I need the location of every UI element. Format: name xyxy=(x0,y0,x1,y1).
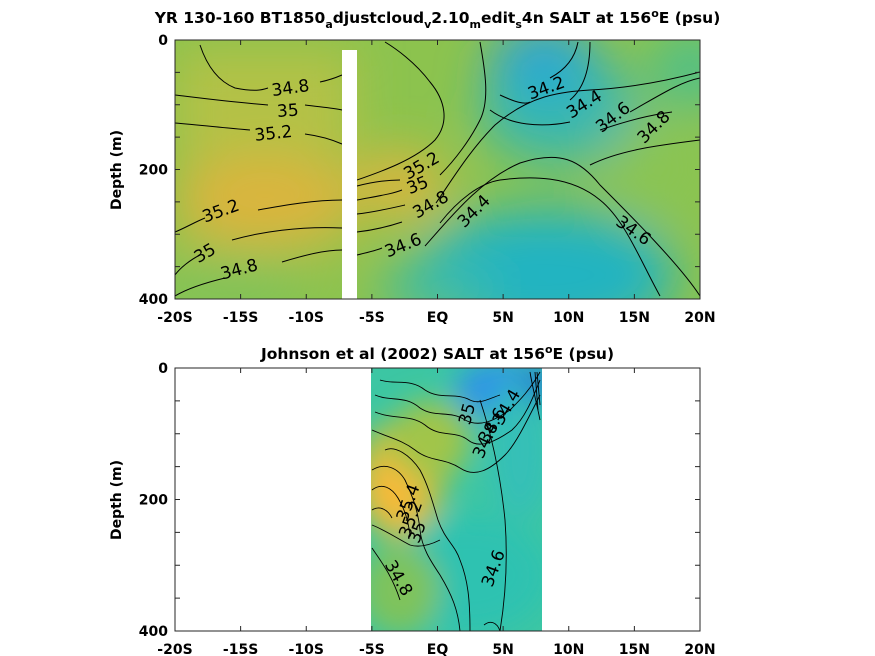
top-y-tick-label: 400 xyxy=(139,292,168,308)
top-y-tick-labels: 0 200 400 xyxy=(139,33,168,308)
bottom-x-tick-label: -15S xyxy=(223,642,258,656)
title-part: s xyxy=(515,18,522,31)
top-x-tick-label: 20N xyxy=(684,310,715,326)
title-part: edit xyxy=(481,9,516,27)
bottom-y-tick-label: 200 xyxy=(139,493,168,509)
title-part: E (psu) xyxy=(659,9,721,27)
title-part: 2.10 xyxy=(431,9,469,27)
bottom-tick-marks xyxy=(174,367,701,632)
top-x-tick-label: 15N xyxy=(619,310,650,326)
title-part: 4n SALT at 156 xyxy=(522,9,651,27)
title-part: m xyxy=(470,18,481,31)
top-contour-lines xyxy=(175,41,700,297)
bottom-y-tick-labels: 0 200 400 xyxy=(139,361,168,640)
bottom-y-axis-label: Depth (m) xyxy=(109,460,125,540)
bottom-x-tick-label: 20N xyxy=(684,642,715,656)
top-contour-label: 35 xyxy=(276,100,299,121)
title-part: E (psu) xyxy=(553,345,615,363)
top-x-tick-label: EQ xyxy=(427,310,449,326)
title-part: v xyxy=(424,18,432,31)
title-part: a xyxy=(325,18,332,31)
top-y-tick-label: 0 xyxy=(158,33,168,49)
bottom-x-tick-label: -20S xyxy=(157,642,192,656)
title-part: o xyxy=(651,7,659,20)
top-x-tick-label: 10N xyxy=(553,310,584,326)
bottom-x-tick-label: 5N xyxy=(492,642,513,656)
title-part: o xyxy=(545,343,553,356)
top-x-tick-label: -15S xyxy=(223,310,258,326)
bottom-x-tick-label: EQ xyxy=(427,642,449,656)
bottom-x-tick-label: 15N xyxy=(619,642,650,656)
top-x-tick-labels: -20S -15S -10S -5S EQ 5N 10N 15N 20N xyxy=(157,310,715,326)
top-x-tick-label: -20S xyxy=(157,310,192,326)
bottom-x-tick-label: -5S xyxy=(359,642,385,656)
top-x-tick-label: -5S xyxy=(359,310,385,326)
title-part: djustcloud xyxy=(333,9,424,27)
bottom-x-tick-label: 10N xyxy=(553,642,584,656)
bottom-panel: Johnson et al (2002) SALT at 156oE (psu) xyxy=(109,343,716,656)
top-tick-marks xyxy=(174,39,701,300)
bottom-panel-title: Johnson et al (2002) SALT at 156oE (psu) xyxy=(260,343,614,363)
top-y-tick-label: 200 xyxy=(139,163,168,179)
bottom-x-tick-label: -10S xyxy=(289,642,324,656)
top-contour-label: 35.2 xyxy=(254,122,294,146)
top-y-axis-label: Depth (m) xyxy=(109,130,125,210)
bottom-y-tick-label: 0 xyxy=(158,361,168,377)
bottom-contour-lines xyxy=(371,371,541,631)
bottom-x-tick-labels: -20S -15S -10S -5S EQ 5N 10N 15N 20N xyxy=(157,642,715,656)
title-part: YR 130-160 BT1850 xyxy=(154,9,326,27)
top-panel: YR 130-160 BT1850adjustcloudv2.10medits4… xyxy=(109,7,721,326)
bottom-y-tick-label: 400 xyxy=(139,624,168,640)
top-panel-title: YR 130-160 BT1850adjustcloudv2.10medits4… xyxy=(154,7,721,31)
title-part: Johnson et al (2002) SALT at 156 xyxy=(260,345,545,363)
top-x-tick-label: 5N xyxy=(492,310,513,326)
top-data-gap xyxy=(342,50,357,302)
top-x-tick-label: -10S xyxy=(289,310,324,326)
